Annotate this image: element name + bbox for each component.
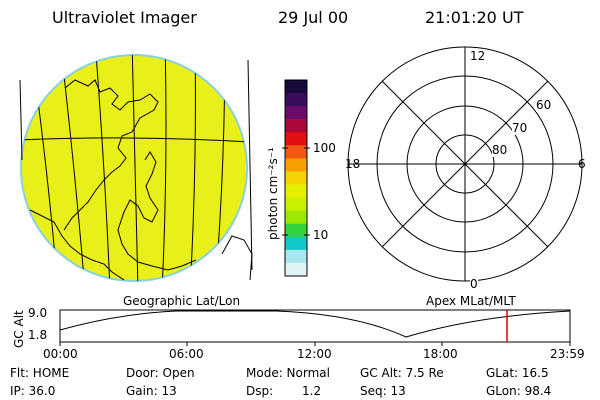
colorbar-unit-label: photon cm⁻²s⁻¹: [266, 147, 280, 240]
door-label: Door: Open: [126, 366, 195, 380]
colorbar-segment: [285, 184, 307, 199]
timeline-x-tick: 06:00: [169, 347, 204, 361]
earth-disk: [20, 54, 248, 282]
gain-label: Gain: 13: [126, 384, 177, 398]
colorbar-segment: [285, 262, 307, 277]
timeline-x-tick: 18:00: [423, 347, 458, 361]
coastline: [29, 209, 125, 281]
timeline-y-title: GC Alt: [12, 310, 26, 348]
colorbar-segment: [285, 145, 307, 159]
coastline: [221, 235, 253, 281]
timeline-x-tick: 00:00: [43, 347, 78, 361]
colorbar-segment: [285, 236, 307, 251]
polar-ring-label: 70: [512, 121, 528, 135]
colorbar-segment: [285, 119, 307, 133]
altitude-curve: [59, 310, 571, 338]
app-title: Ultraviolet Imager: [52, 8, 197, 27]
glat-label: GLat: 16.5: [486, 366, 549, 380]
altitude-timeline: [59, 309, 571, 346]
polar-ring-label: 60: [536, 98, 552, 112]
colorbar-segment: [285, 80, 307, 94]
coastline: [63, 79, 159, 231]
flight-label: Flt: HOME: [10, 366, 70, 380]
timeline-left-label: Geographic Lat/Lon: [123, 294, 241, 308]
colorbar-segment: [285, 132, 307, 146]
dsp-value: 1.2: [302, 384, 322, 398]
gc-alt-label: GC Alt: 7.5 Re: [360, 366, 444, 380]
seq-label: Seq: 13: [360, 384, 406, 398]
mode-label: Mode: Normal: [246, 366, 330, 380]
colorbar-tick-10: 10: [313, 228, 329, 242]
latitude-line: [21, 137, 247, 143]
meridian-line: [247, 59, 253, 271]
coastline: [117, 151, 197, 271]
colorbar-segment: [285, 210, 307, 225]
polar-label-left: 18: [345, 157, 361, 171]
colorbar: [282, 79, 310, 277]
timeline-right-label: Apex MLat/MLT: [426, 294, 516, 308]
glon-label: GLon: 98.4: [486, 384, 552, 398]
colorbar-tick-100: 100: [313, 141, 336, 155]
polar-label-bottom: 0: [470, 277, 478, 291]
meridian-line: [94, 55, 111, 281]
colorbar-segment: [285, 223, 307, 238]
date-label: 29 Jul 00: [278, 8, 349, 27]
colorbar-segment: [285, 249, 307, 264]
polar-ring-label: 80: [492, 143, 508, 157]
meridian-line: [161, 55, 167, 281]
colorbar-segment: [285, 171, 307, 186]
meridian-line: [19, 79, 23, 161]
colorbar-segment: [285, 197, 307, 212]
polar-label-right: 6: [578, 157, 586, 171]
timeline-x-tick: 12:00: [297, 347, 332, 361]
colorbar-segment: [285, 106, 307, 120]
dsp-label: Dsp:: [246, 384, 274, 398]
timeline-x-tick: 23:59: [550, 347, 585, 361]
polar-plot: [347, 46, 583, 282]
colorbar-segment: [285, 93, 307, 107]
time-label: 21:01:20 UT: [425, 8, 524, 27]
polar-diagonal: [381, 80, 549, 248]
meridian-line: [131, 55, 139, 281]
polar-label-top: 12: [470, 49, 486, 63]
timeline-y-tick: 1.8: [28, 328, 48, 342]
ip-label: IP: 36.0: [10, 384, 56, 398]
colorbar-segment: [285, 158, 307, 172]
uv-image: [19, 54, 253, 282]
timeline-y-tick: 9.0: [28, 306, 48, 320]
